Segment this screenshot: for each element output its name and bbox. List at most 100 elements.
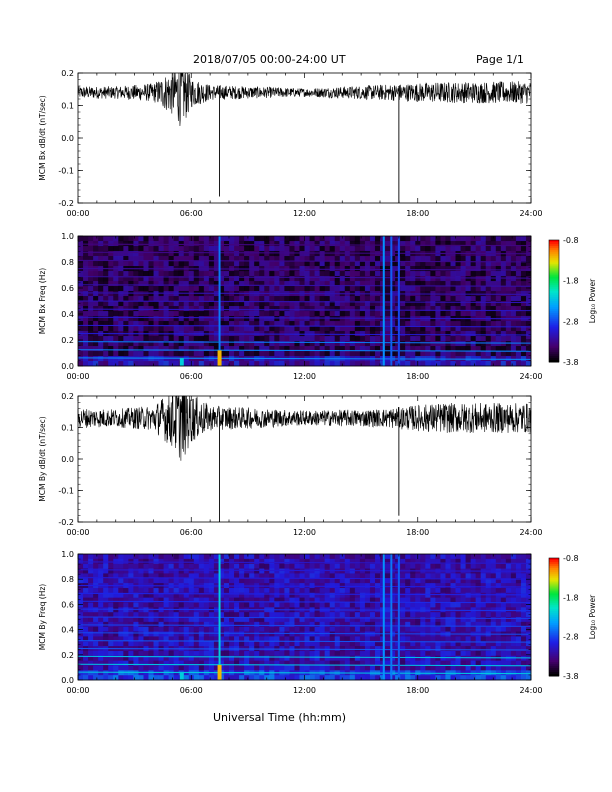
spectrogram-cell [405,326,411,332]
spectrogram-cell [435,675,441,681]
spectrogram-cell [98,607,104,613]
spectrogram-cell [158,286,164,292]
spectrogram-cell [239,631,245,637]
spectrogram-cell [299,665,305,671]
spectrogram-cell [123,306,129,312]
spectrogram-cell [374,296,381,302]
y-tick-label: 0.0 [61,134,74,143]
spectrogram-cell [309,592,315,598]
spectrogram-cell [374,646,381,652]
spectrogram-cell [465,326,471,332]
colorbar-segment [549,272,559,276]
spectrogram-cell [364,306,371,312]
spectrogram-cell [329,301,335,307]
spectrogram-cell [244,241,250,247]
spectrogram-cell [173,351,179,357]
spectrogram-cell [98,650,104,657]
spectrogram-cell [475,266,481,272]
spectrogram-cell [299,626,305,632]
spectrogram-cell [309,361,315,367]
spectrogram-cell [309,261,315,267]
spectrogram-cell [500,306,507,312]
spectrogram-cell [309,271,315,277]
spectrogram-cell [269,316,275,322]
spectrogram-cell [183,641,190,647]
spectrogram-cell [108,592,114,598]
spectrogram-cell [460,346,466,352]
spectrogram-cell [455,660,461,666]
spectrogram-cell [430,675,436,681]
spectrogram-cell [254,660,260,666]
spectrogram-cell [93,361,99,367]
spectrogram-cell [344,236,351,242]
spectrogram-cell [274,641,280,647]
spectrogram-cell [193,321,200,327]
spectrogram-cell [113,236,119,242]
spectrogram-cell [515,281,522,287]
spectrogram-cell [374,578,381,584]
spectrogram-cell [319,296,325,302]
spectrogram-cell [289,256,295,262]
spectrogram-cell [213,341,220,347]
spectrogram-cell [339,558,346,564]
spectrogram-cell [113,592,119,598]
harmonic-line [77,300,532,304]
spectrogram-cell [405,241,411,247]
spectrogram-cell [198,321,205,327]
spectrogram-cell [269,554,275,560]
spectrogram-cell [234,578,240,584]
spectrogram-cell [208,256,215,262]
spectrogram-cell [289,336,295,342]
spectrogram-cell [123,578,129,584]
spectrogram-cell [78,670,84,676]
spectrogram-cell [143,256,149,262]
spectrogram-cell [354,641,361,647]
spectrogram-cell [435,602,441,608]
spectrogram-cell [299,583,305,589]
spectrogram-cell [254,587,260,594]
spectrogram-cell [123,311,129,317]
y-axis-label: MCM Bx dB/dt (nT/sec) [38,95,47,180]
spectrogram-cell [274,573,280,579]
spectrogram-cell [173,578,179,584]
spectrogram-cell [193,665,200,671]
spectrogram-cell [520,271,527,277]
spectrogram-cell [128,607,134,613]
spectrogram-cell [218,587,225,594]
vertical-feature [390,236,393,366]
spectrogram-cell [354,563,361,569]
spectrogram-cell [213,573,220,579]
spectrogram-cell [133,326,139,332]
spectrogram-cell [198,592,205,598]
spectrogram-cell [254,573,260,579]
spectrogram-cell [420,597,426,603]
spectrogram-cell [108,641,114,647]
spectrogram-cell [88,636,94,642]
spectrogram-cell [324,241,330,247]
spectrogram-cell [369,241,376,247]
spectrogram-cell [103,301,109,307]
spectrogram-cell [359,281,366,287]
spectrogram-cell [435,296,441,302]
spectrogram-cell [173,341,179,347]
spectrogram-cell [485,266,492,272]
spectrogram-cell [329,326,335,332]
spectrogram-cell [208,341,215,347]
spectrogram-cell [254,675,260,681]
spectrogram-cell [390,655,396,661]
spectrogram-cell [264,660,270,666]
spectrogram-cell [334,636,341,642]
spectrogram-cell [440,241,446,247]
spectrogram-cell [153,241,159,247]
spectrogram-cell [158,641,164,647]
spectrogram-cell [193,660,200,666]
spectrogram-cell [168,660,174,666]
spectrogram-cell [168,617,174,623]
x-tick-label: 18:00 [406,209,429,218]
spectrogram-cell [299,276,305,282]
spectrogram-cell [334,341,341,347]
spectrogram-cell [113,558,119,564]
spectrogram-cell [274,617,280,623]
spectrogram-cell [415,660,421,666]
spectrogram-cell [234,251,240,257]
